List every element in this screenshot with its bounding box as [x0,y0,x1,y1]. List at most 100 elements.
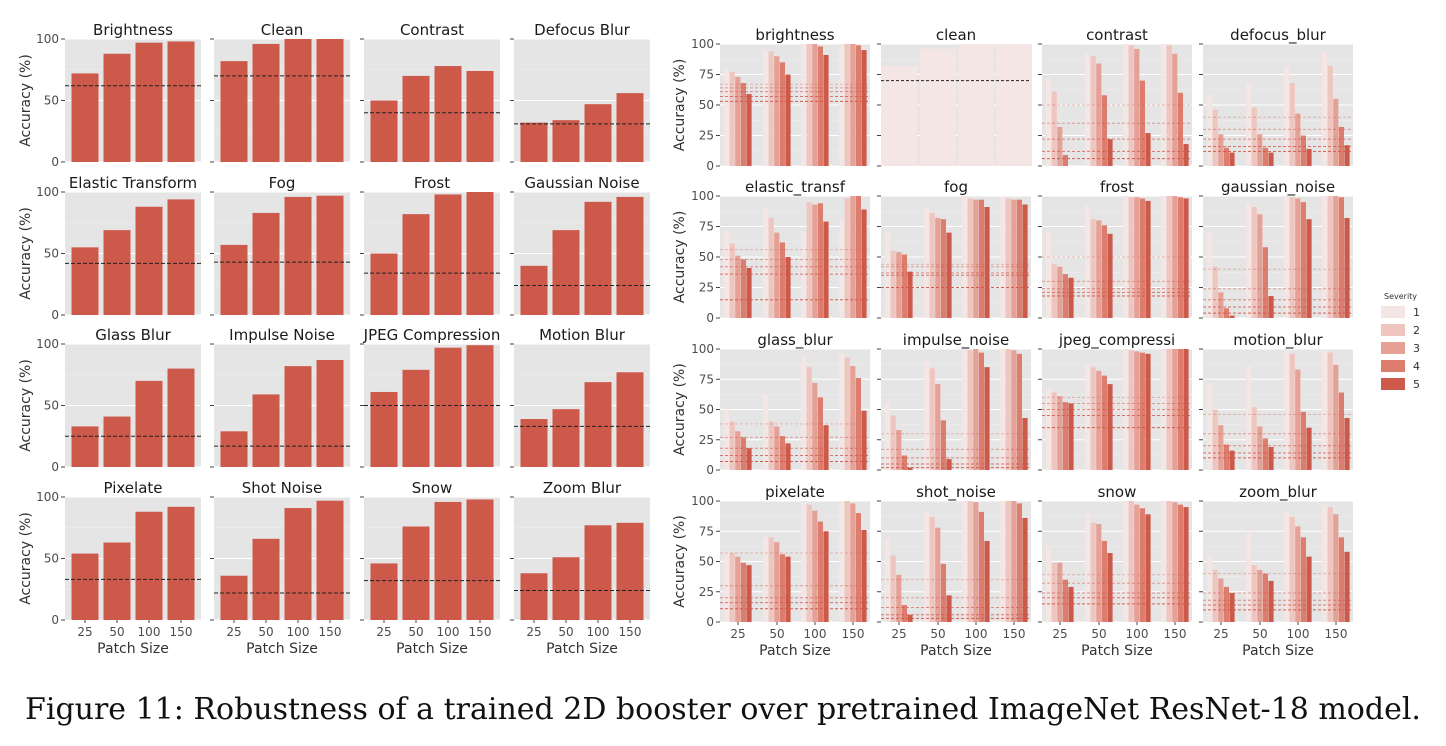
bar [724,551,730,622]
bar [1246,531,1252,622]
bar [812,44,818,166]
y-tick-label: 75 [699,68,714,82]
x-tick-label: 100 [437,625,460,639]
bar [252,394,280,467]
bar [729,553,735,622]
bar [1218,292,1224,318]
bar [1338,126,1344,166]
x-tick-label: 150 [619,625,642,639]
bar [850,196,856,318]
panel-title: contrast [1086,26,1148,44]
bar [71,553,99,620]
y-tick-label: 50 [44,399,59,413]
bar [584,382,612,467]
panel-title: gaussian_noise [1221,178,1335,197]
x-tick-label: 150 [1325,627,1348,641]
bar [735,431,741,470]
bar [984,540,990,622]
bar [1257,569,1263,622]
bar [1322,504,1328,622]
bar [1046,388,1052,470]
x-tick-label: 50 [930,627,945,641]
bar [1145,133,1151,166]
bar [1295,113,1301,166]
y-tick-label: 25 [699,433,714,447]
bar [1251,107,1257,166]
bar [768,421,774,470]
x-tick-label: 150 [1164,627,1187,641]
bar [316,195,344,315]
panel-title: Elastic Transform [69,174,197,192]
bar [1128,197,1134,318]
bar [1344,551,1350,622]
bar [1172,53,1178,167]
bar [839,353,845,470]
x-tick-label: 25 [77,625,92,639]
bar [817,46,823,166]
bar [801,44,807,166]
bar [584,104,612,162]
bar [434,501,462,620]
bar [1344,417,1350,470]
bar [861,410,867,470]
bar [850,44,856,166]
bar [1046,231,1052,318]
y-axis-label: Accuracy (%) [672,59,688,152]
x-tick-label: 100 [287,625,310,639]
bar [466,345,494,467]
bar [946,459,952,470]
y-tick-label: 50 [44,247,59,261]
y-tick-label: 50 [699,555,714,569]
bar [1306,148,1312,166]
bar [520,573,548,620]
bar [812,204,818,318]
bar [252,43,280,162]
panel-title: glass_blur [757,331,833,350]
y-tick-label: 100 [691,189,714,203]
y-tick-label: 0 [706,463,714,477]
bar [1107,553,1113,622]
bar [967,350,973,470]
bar [729,72,735,166]
bar [1068,586,1074,622]
panel-title: Defocus Blur [534,21,631,39]
y-tick-label: 100 [36,32,59,46]
bar [940,420,946,470]
y-tick-label: 25 [699,129,714,143]
bar [1022,204,1028,318]
bar [1096,523,1102,622]
bar [1096,220,1102,318]
y-tick-label: 50 [699,250,714,264]
bar [746,448,752,470]
bar [1096,370,1102,470]
y-axis-label: Accuracy (%) [672,363,688,456]
y-tick-label: 100 [36,185,59,199]
bar [1306,219,1312,318]
panel-title: Shot Noise [242,479,322,497]
bar [850,503,856,622]
bar [1177,92,1183,166]
bar [1212,409,1218,470]
y-tick-label: 50 [699,403,714,417]
bar [740,83,746,166]
bar [896,574,902,622]
bar [434,194,462,315]
bar [1085,205,1091,318]
bar [1212,266,1218,318]
bar [1139,508,1145,622]
bar [1327,507,1333,622]
legend-swatch [1381,306,1405,318]
y-tick-label: 75 [699,372,714,386]
panel-title: jpeg_compressi [1058,331,1175,350]
legend-label: 3 [1413,342,1420,355]
bar [768,537,774,622]
legend-label: 1 [1413,306,1420,319]
bar [785,556,791,622]
bar [1289,197,1295,318]
